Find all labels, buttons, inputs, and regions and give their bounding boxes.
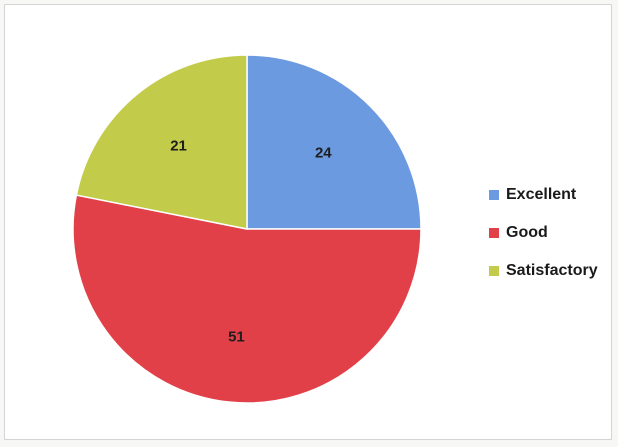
- legend-label-excellent: Excellent: [506, 186, 577, 203]
- data-label-excellent: 24: [315, 145, 332, 162]
- pie-slice-good: [72, 194, 422, 404]
- legend-item-satisfactory: Satisfactory: [489, 252, 598, 290]
- pie-slice-satisfactory: [75, 54, 248, 230]
- legend-item-good: Good: [489, 214, 598, 252]
- legend: Excellent Good Satisfactory: [489, 176, 598, 290]
- legend-label-good: Good: [506, 224, 548, 241]
- legend-swatch-satisfactory: [489, 266, 499, 276]
- pie-slice-excellent: [246, 54, 422, 230]
- legend-swatch-good: [489, 228, 499, 238]
- legend-item-excellent: Excellent: [489, 176, 598, 214]
- legend-swatch-excellent: [489, 190, 499, 200]
- data-label-good: 51: [228, 328, 245, 345]
- legend-label-satisfactory: Satisfactory: [506, 262, 598, 279]
- data-label-satisfactory: 21: [170, 138, 187, 155]
